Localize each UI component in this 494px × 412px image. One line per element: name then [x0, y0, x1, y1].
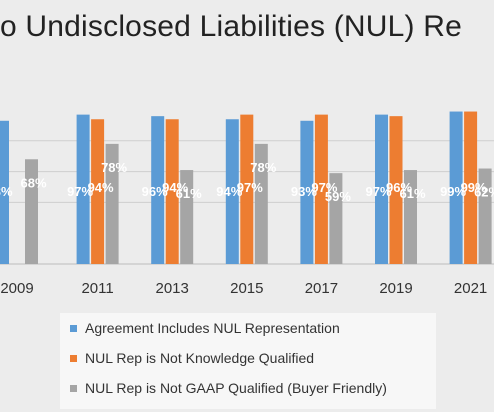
data-label: 61% [176, 186, 202, 201]
bar-0-2011 [76, 114, 90, 265]
data-label: 93% [0, 184, 13, 199]
legend-item: NUL Rep is Not GAAP Qualified (Buyer Fri… [70, 377, 387, 399]
bar-2-2021 [478, 168, 492, 264]
bar-2-2019 [404, 170, 417, 264]
data-label: 97% [365, 184, 391, 199]
legend-label: NUL Rep is Not Knowledge Qualified [85, 350, 315, 366]
data-label: 78% [250, 160, 276, 175]
x-tick-label: 2011 [81, 280, 113, 297]
bar-2-2015 [254, 143, 268, 264]
legend-item: NUL Rep is Not Knowledge Qualified [70, 347, 314, 369]
bar-2-2009 [25, 159, 38, 264]
x-axis: 2009 2011 2013 2015 2017 2019 2021 [0, 280, 487, 297]
data-label: 99% [440, 184, 466, 199]
bar-1-2013 [165, 119, 179, 265]
bar-2-2013 [180, 170, 194, 264]
bar-2-2017 [329, 173, 343, 264]
data-label: 94% [162, 180, 188, 195]
bar-0-2017 [300, 120, 314, 264]
data-label: 68% [20, 175, 46, 190]
bar-1-2011 [91, 119, 105, 265]
data-label: 94% [216, 184, 242, 199]
legend-swatch [70, 384, 77, 392]
x-tick-label: 2021 [454, 280, 487, 297]
bar-0-2009 [0, 120, 9, 264]
bars [0, 111, 492, 265]
bar-2-2011 [105, 143, 119, 264]
legend-label: NUL Rep is Not GAAP Qualified (Buyer Fri… [85, 380, 387, 396]
title-area: o Undisclosed Liabilities (NUL) Re [0, 0, 494, 60]
bar-0-2019 [375, 114, 388, 265]
x-tick-label: 2019 [379, 280, 412, 297]
data-label: 96% [386, 180, 412, 195]
bar-0-2013 [151, 116, 165, 264]
legend: Agreement Includes NUL Representation NUL… [60, 313, 436, 409]
data-label: 94% [88, 180, 114, 195]
x-tick-label: 2013 [156, 280, 189, 297]
chart-title: o Undisclosed Liabilities (NUL) Re [0, 10, 462, 43]
legend-swatch [70, 354, 77, 362]
x-tick-label: 2015 [230, 280, 263, 297]
data-label: 93% [291, 184, 317, 199]
data-label: 61% [399, 186, 425, 201]
legend-swatch [70, 324, 77, 332]
bar-0-2015 [225, 119, 239, 265]
legend-label: Agreement Includes NUL Representation [85, 320, 340, 336]
data-label: 78% [101, 160, 127, 175]
bar-1-2017 [314, 114, 328, 265]
bar-1-2015 [240, 114, 254, 265]
legend-item: Agreement Includes NUL Representation [70, 317, 340, 339]
x-tick-label: 2017 [305, 280, 338, 297]
data-label: 59% [325, 189, 351, 204]
data-label: 62% [474, 185, 494, 200]
data-label: 97% [67, 184, 93, 199]
bar-1-2019 [389, 116, 403, 264]
x-tick-label: 2009 [0, 280, 33, 297]
bar-1-2021 [464, 111, 478, 264]
bar-0-2021 [449, 111, 463, 264]
data-label: 99% [461, 180, 487, 195]
data-label: 97% [311, 180, 337, 195]
data-label: 96% [142, 184, 168, 199]
data-label: 97% [237, 180, 263, 195]
data-labels: 93%68%97%94%78%96%94%61%94%97%78%93%97%5… [0, 160, 494, 204]
